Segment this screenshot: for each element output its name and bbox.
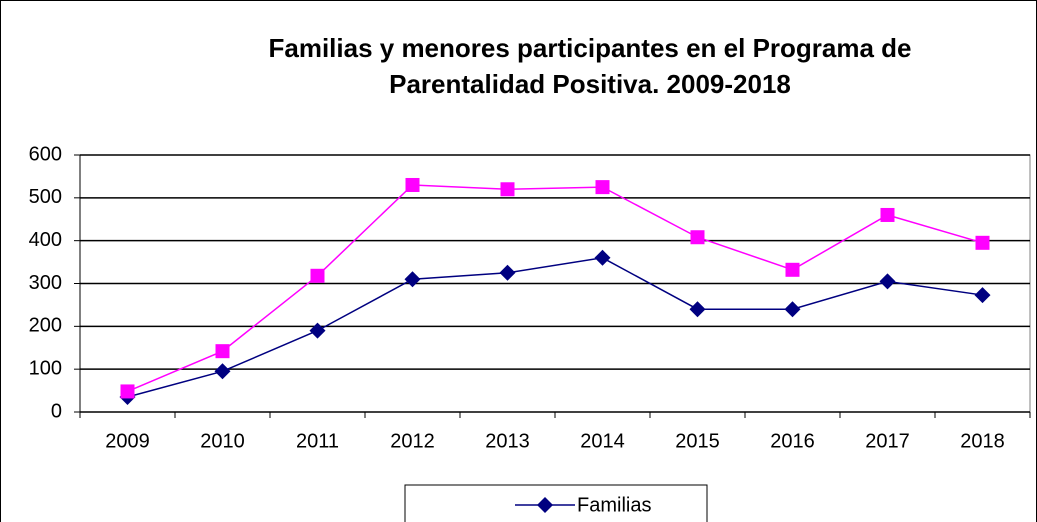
y-tick-label: 500 — [29, 186, 62, 208]
y-tick-label: 0 — [51, 400, 62, 422]
data-point — [214, 363, 231, 380]
series-line — [127, 257, 983, 398]
data-point — [689, 301, 706, 318]
series-line — [127, 184, 983, 393]
data-point — [405, 177, 420, 192]
legend-box — [404, 484, 708, 522]
data-point — [120, 384, 135, 399]
x-tick-label: 2018 — [960, 430, 1005, 452]
y-tick-label: 200 — [29, 315, 62, 337]
x-tick-label: 2014 — [580, 430, 625, 452]
chart-title: Parentalidad Positiva. 2009-2018 — [389, 69, 791, 99]
data-point — [594, 249, 611, 266]
data-point — [595, 180, 610, 195]
data-point — [310, 268, 325, 283]
data-point — [499, 264, 516, 281]
data-point — [309, 322, 326, 339]
x-tick-label: 2015 — [675, 430, 720, 452]
data-point — [784, 301, 801, 318]
legend-label: Familias — [577, 494, 651, 516]
x-tick-label: 2017 — [865, 430, 910, 452]
y-tick-label: 100 — [29, 357, 62, 379]
data-point — [500, 182, 515, 197]
data-point — [690, 230, 705, 245]
y-tick-label: 300 — [29, 272, 62, 294]
x-tick-label: 2009 — [105, 430, 150, 452]
y-tick-label: 400 — [29, 229, 62, 251]
data-point — [785, 262, 800, 277]
x-tick-label: 2010 — [200, 430, 245, 452]
data-point — [879, 273, 896, 290]
x-tick-label: 2012 — [390, 430, 435, 452]
chart-title: Familias y menores participantes en el P… — [268, 33, 911, 63]
y-tick-label: 600 — [29, 143, 62, 165]
data-point — [404, 271, 421, 288]
x-tick-label: 2011 — [296, 430, 339, 452]
legend-marker — [537, 497, 553, 513]
data-point — [215, 344, 230, 359]
data-point — [880, 207, 895, 222]
data-point — [975, 235, 990, 250]
x-tick-label: 2013 — [485, 430, 530, 452]
data-point — [974, 287, 991, 304]
x-tick-label: 2016 — [770, 430, 815, 452]
